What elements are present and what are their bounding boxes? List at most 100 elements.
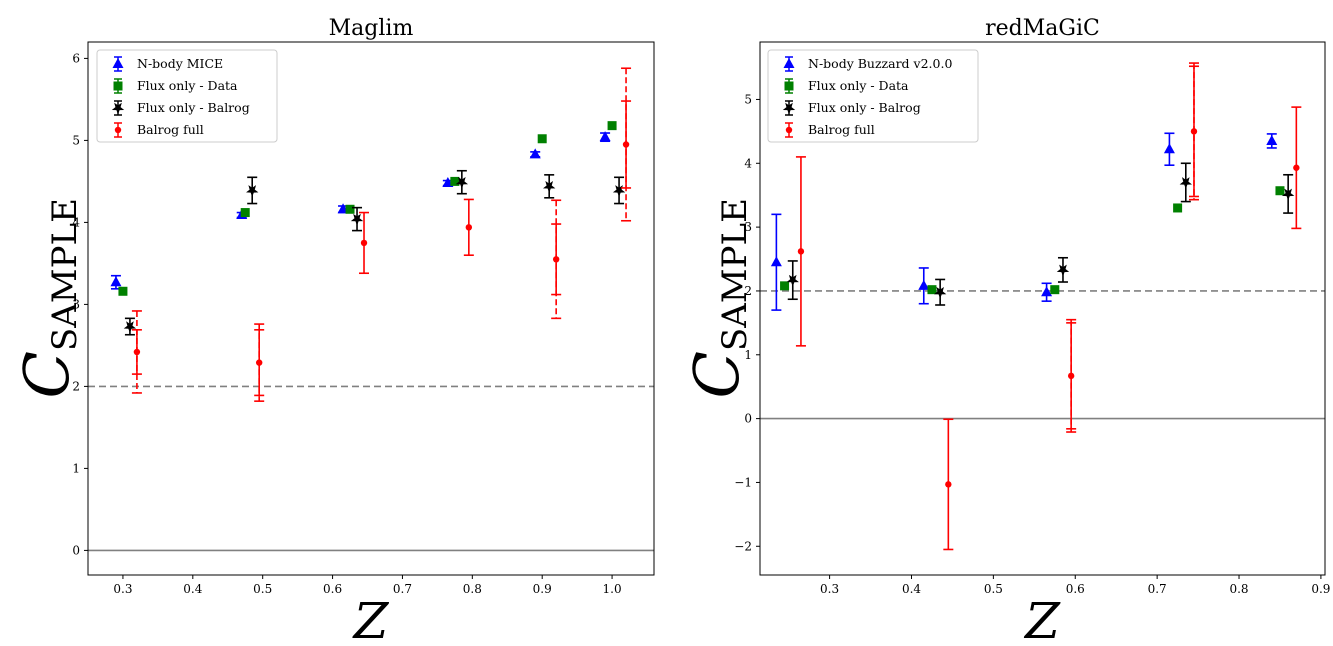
y-tick-label: 3: [72, 297, 80, 311]
marker-circle: [945, 481, 952, 488]
data-point: [1066, 318, 1077, 433]
data-point: [621, 67, 632, 222]
data-point: [599, 131, 611, 143]
data-point: [246, 176, 259, 205]
legend-entry: N-body Buzzard v2.0.0: [783, 56, 952, 72]
legend-label: Balrog full: [137, 122, 204, 137]
marker-square: [345, 204, 355, 214]
x-axis-label: Z: [352, 592, 390, 646]
marker-triangle: [1163, 143, 1175, 154]
y-tick-label: 2: [72, 379, 80, 393]
y-tick-label: 5: [72, 133, 80, 147]
data-point: [1281, 173, 1295, 214]
marker-star: [786, 274, 799, 287]
marker-star: [350, 213, 364, 226]
y-axis-label-sub: SAMPLE: [45, 198, 85, 351]
legend-label: Flux only - Data: [808, 78, 909, 93]
data-point: [780, 281, 790, 291]
data-point: [359, 211, 370, 275]
chart-panel-1: Maglim 0.3 0.4 0.5 0.6 0.7 0.8 0.9 1.0 0 1 2 3 4 5 6 CSA…: [10, 16, 655, 646]
marker-triangle: [918, 279, 930, 290]
marker-star: [111, 102, 125, 115]
legend-entry: Flux only - Data: [113, 78, 238, 94]
x-tick-label: 0.7: [1148, 582, 1167, 596]
chart-title: redMaGiC: [985, 16, 1100, 41]
data-point: [1041, 282, 1053, 302]
data-point: [1266, 133, 1278, 149]
data-point: [131, 310, 142, 394]
y-tick-label: −1: [734, 475, 752, 489]
marker-square: [607, 121, 617, 131]
marker-circle: [1067, 372, 1075, 380]
legend: N-body MICE Flux only - Data Flux only - B…: [96, 49, 278, 143]
marker-square: [927, 285, 937, 295]
legend-box: [767, 49, 979, 143]
data-point: [455, 169, 469, 195]
y-axis-label-main: C: [680, 351, 753, 398]
data-point: [463, 198, 474, 256]
y-tick-label: 1: [744, 348, 752, 362]
marker-square: [1275, 186, 1285, 196]
legend-entry: Flux only - Balrog: [111, 100, 250, 116]
marker-triangle: [112, 58, 124, 68]
marker-circle: [785, 126, 793, 134]
data-point: [918, 267, 930, 305]
x-tick-label: 0.6: [1066, 582, 1085, 596]
marker-star: [123, 321, 137, 334]
data-point: [770, 213, 782, 311]
marker-triangle: [599, 131, 611, 142]
marker-square: [537, 134, 547, 144]
marker-star: [612, 185, 626, 197]
marker-star: [782, 102, 796, 115]
marker-square: [784, 81, 794, 91]
marker-circle: [465, 224, 473, 231]
y-axis-label: CSAMPLE: [10, 198, 85, 398]
chart-title: Maglim: [329, 16, 414, 41]
data-point: [1050, 285, 1060, 295]
marker-star: [543, 181, 556, 193]
marker-triangle: [1266, 134, 1278, 145]
legend-label: Flux only - Balrog: [137, 100, 250, 115]
legend-label: Balrog full: [808, 122, 875, 137]
legend-label: Flux only - Data: [137, 78, 238, 93]
series-square: [780, 186, 1285, 295]
x-tick-label: 0.4: [183, 582, 202, 596]
series-circle: [131, 67, 632, 402]
marker-square: [113, 81, 123, 91]
legend-entry: N-body MICE: [112, 56, 223, 72]
marker-circle: [360, 239, 368, 247]
data-point: [1275, 186, 1285, 196]
y-axis-label-sub: SAMPLE: [715, 198, 755, 351]
data-point: [927, 285, 937, 295]
data-point: [350, 206, 364, 232]
x-tick-label: 0.5: [253, 582, 272, 596]
series-triangle: [770, 132, 1278, 311]
data-point: [1173, 203, 1183, 213]
marker-star: [1056, 264, 1070, 277]
data-point: [118, 286, 128, 296]
data-point: [345, 204, 355, 214]
plot-frame: [87, 41, 655, 576]
legend-entry: Balrog full: [114, 122, 204, 138]
marker-square: [450, 176, 460, 186]
marker-star: [246, 185, 259, 197]
y-tick-label: 2: [744, 284, 752, 298]
data-point: [254, 323, 265, 402]
x-tick-label: 0.7: [393, 582, 412, 596]
series-square: [118, 121, 617, 296]
marker-star: [455, 176, 469, 189]
marker-square: [118, 286, 128, 296]
legend-label: Flux only - Balrog: [808, 100, 921, 115]
marker-triangle: [1041, 286, 1053, 297]
legend-entry: Balrog full: [785, 122, 875, 138]
x-tick-label: 0.6: [323, 582, 342, 596]
series-circle: [795, 62, 1302, 551]
y-tick-label: −2: [734, 539, 752, 553]
marker-triangle: [529, 148, 541, 159]
marker-square: [1173, 203, 1183, 213]
marker-circle: [133, 348, 141, 356]
data-point: [1056, 256, 1070, 283]
data-point: [795, 156, 806, 347]
x-tick-label: 0.9: [533, 582, 552, 596]
